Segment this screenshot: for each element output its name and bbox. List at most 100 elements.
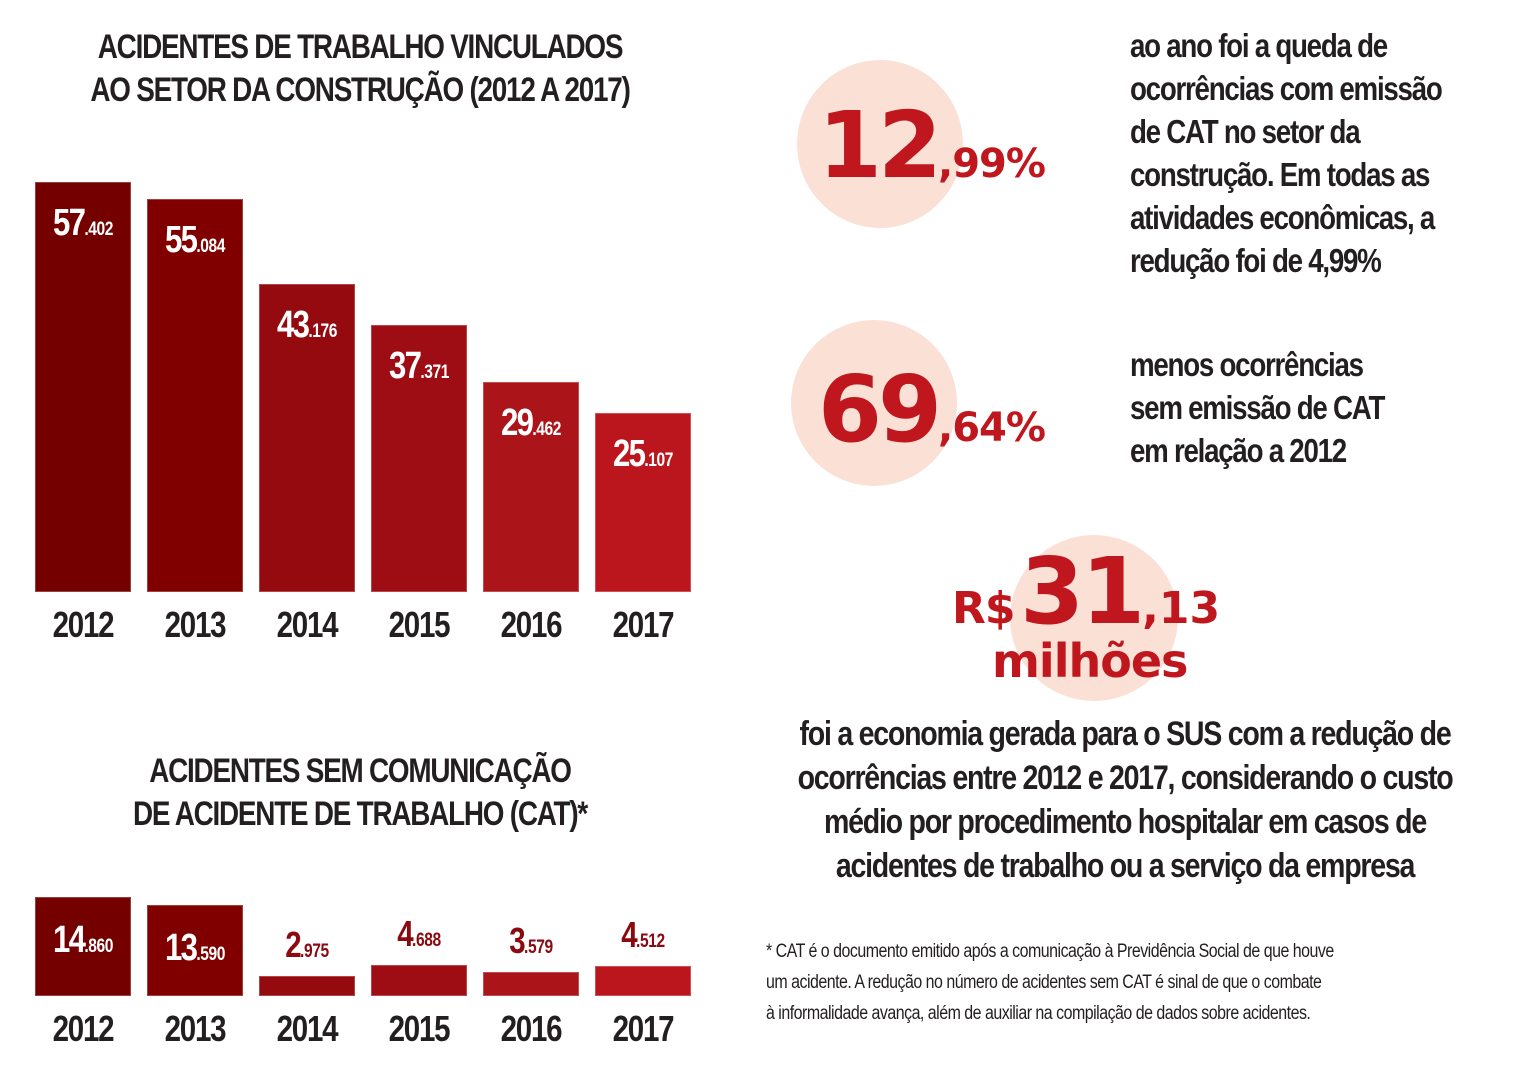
stat1-line: ao ano foi a queda de <box>1130 27 1388 64</box>
bar-2015 <box>371 965 467 996</box>
data-label-minor: .975 <box>300 941 329 962</box>
data-label-major: 4 <box>621 914 637 955</box>
x-tick-label-2015: 2015 <box>388 1008 451 1049</box>
stat3-line: ocorrências entre 2012 e 2017, considera… <box>797 759 1454 797</box>
stat1-line: atividades econômicas, a <box>1130 199 1435 236</box>
data-label-major: 14 <box>52 919 86 961</box>
bar-2017 <box>595 966 691 996</box>
chart1-title-line-1: ACIDENTES DE TRABALHO VINCULADOS <box>97 28 624 66</box>
stat1-line: ocorrências com emissão <box>1130 70 1443 107</box>
data-label-2016: 29.462 <box>492 402 571 445</box>
chart1-construction-accidents: 57.402 2012 55.084 2013 43.176 2014 37.371 2015… <box>0 150 720 650</box>
data-label-2016: 3.579 <box>492 920 571 962</box>
data-label-minor: .107 <box>644 450 674 471</box>
stat1-line: de CAT no setor da <box>1130 113 1361 150</box>
data-label-2015: 4.688 <box>380 913 459 955</box>
stat2-circle <box>791 320 957 486</box>
bar-2017 <box>595 413 691 592</box>
chart2-accidents-without-cat: 14.860 2012 13.590 2013 2.975 2014 4.688 2015 3.… <box>0 870 720 1070</box>
bar-2013 <box>147 905 243 996</box>
stat1-circle <box>797 60 963 228</box>
data-label-major: 43 <box>276 304 310 346</box>
footnote-line: um acidente. A redução no número de acid… <box>766 972 1322 993</box>
bar-2016 <box>483 382 579 592</box>
data-label-2017: 4.512 <box>604 914 683 956</box>
x-tick-label-2015: 2015 <box>388 604 451 645</box>
data-label-major: 2 <box>285 924 301 965</box>
bar-2013 <box>147 199 243 592</box>
stat2-value-minor: ,64% <box>938 405 1046 451</box>
x-tick-label-2013: 2013 <box>164 604 227 645</box>
data-label-major: 25 <box>612 433 646 475</box>
data-label-minor: .512 <box>636 931 665 952</box>
data-label-major: 3 <box>509 920 525 961</box>
footnote-line: à informalidade avança, além de auxiliar… <box>766 1003 1311 1024</box>
data-label-major: 55 <box>164 219 198 261</box>
stat3-currency: R$ <box>952 583 1015 634</box>
x-tick-label-2012: 2012 <box>52 1008 115 1049</box>
bar-2012 <box>35 897 131 996</box>
chart2-title-line-2: DE ACIDENTE DE TRABALHO (CAT)* <box>132 795 588 833</box>
x-tick-label-2016: 2016 <box>500 1008 563 1049</box>
data-label-minor: .860 <box>84 936 114 957</box>
stat3-line: médio por procedimento hospitalar em cas… <box>824 803 1427 841</box>
data-label-major: 29 <box>500 402 534 444</box>
data-label-2014: 2.975 <box>268 924 347 966</box>
data-label-major: 4 <box>397 913 413 954</box>
stat1-value-minor: ,99% <box>938 141 1046 187</box>
x-tick-label-2012: 2012 <box>52 604 115 645</box>
stat3-value-minor: ,13 <box>1142 583 1221 634</box>
stat3-value: R$ 31,13 <box>952 538 1220 645</box>
x-tick-label-2014: 2014 <box>276 1008 339 1049</box>
stat3-value-major: 31 <box>1020 538 1145 645</box>
data-label-2017: 25.107 <box>604 433 683 476</box>
data-label-2014: 43.176 <box>268 304 347 347</box>
data-label-minor: .402 <box>84 219 114 240</box>
x-tick-label-2016: 2016 <box>500 604 563 645</box>
x-tick-label-2017: 2017 <box>612 604 675 645</box>
x-tick-label-2014: 2014 <box>276 604 339 645</box>
data-label-major: 57 <box>52 202 86 244</box>
x-tick-label-2013: 2013 <box>164 1008 227 1049</box>
stat1-description: ao ano foi a queda de ocorrências com em… <box>1130 24 1443 282</box>
data-label-2012: 14.860 <box>44 919 123 962</box>
chart2-title: ACIDENTES SEM COMUNICAÇÃO DE ACIDENTE DE… <box>32 750 688 836</box>
stat1-line: redução foi de 4,99% <box>1130 242 1382 279</box>
chart2-title-line-1: ACIDENTES SEM COMUNICAÇÃO <box>149 752 572 790</box>
stat3-unit: milhões <box>992 634 1188 688</box>
data-label-major: 13 <box>164 927 198 969</box>
chart1-title: ACIDENTES DE TRABALHO VINCULADOS AO SETO… <box>32 26 688 112</box>
stat2-value: 69,64% <box>818 356 1046 463</box>
stat3-line: acidentes de trabalho ou a serviço da em… <box>835 847 1415 885</box>
data-label-minor: .371 <box>420 362 450 383</box>
data-label-minor: .462 <box>532 419 562 440</box>
stat2-line: em relação a 2012 <box>1130 432 1347 469</box>
data-label-minor: .084 <box>196 236 226 257</box>
data-label-2015: 37.371 <box>380 345 459 388</box>
bar-2014 <box>259 976 355 996</box>
data-label-minor: .579 <box>524 937 553 958</box>
bar-2015 <box>371 325 467 592</box>
stat1-value-major: 12 <box>818 92 942 199</box>
stat1-line: construção. Em todas as <box>1130 156 1430 193</box>
stat1-value: 12,99% <box>818 92 1046 199</box>
data-label-minor: .688 <box>412 930 441 951</box>
footnote-line: * CAT é o documento emitido após a comun… <box>766 941 1334 962</box>
bar-2014 <box>259 284 355 592</box>
data-label-2013: 13.590 <box>156 927 235 970</box>
data-label-minor: .590 <box>196 944 226 965</box>
x-tick-label-2017: 2017 <box>612 1008 675 1049</box>
stat3-description: foi a economia gerada para o SUS com a r… <box>768 712 1482 888</box>
stat2-line: menos ocorrências <box>1130 346 1364 383</box>
stat2-description: menos ocorrências sem emissão de CAT em … <box>1130 343 1385 472</box>
chart1-title-line-2: AO SETOR DA CONSTRUÇÃO (2012 A 2017) <box>90 71 631 109</box>
stat2-line: sem emissão de CAT <box>1130 389 1385 426</box>
stat2-value-major: 69 <box>818 356 942 463</box>
data-label-minor: .176 <box>308 321 338 342</box>
data-label-2013: 55.084 <box>156 219 235 262</box>
bar-2016 <box>483 972 579 996</box>
footnote: * CAT é o documento emitido após a comun… <box>766 936 1497 1029</box>
bar-2012 <box>35 182 131 592</box>
data-label-2012: 57.402 <box>44 202 123 245</box>
data-label-major: 37 <box>388 345 422 387</box>
